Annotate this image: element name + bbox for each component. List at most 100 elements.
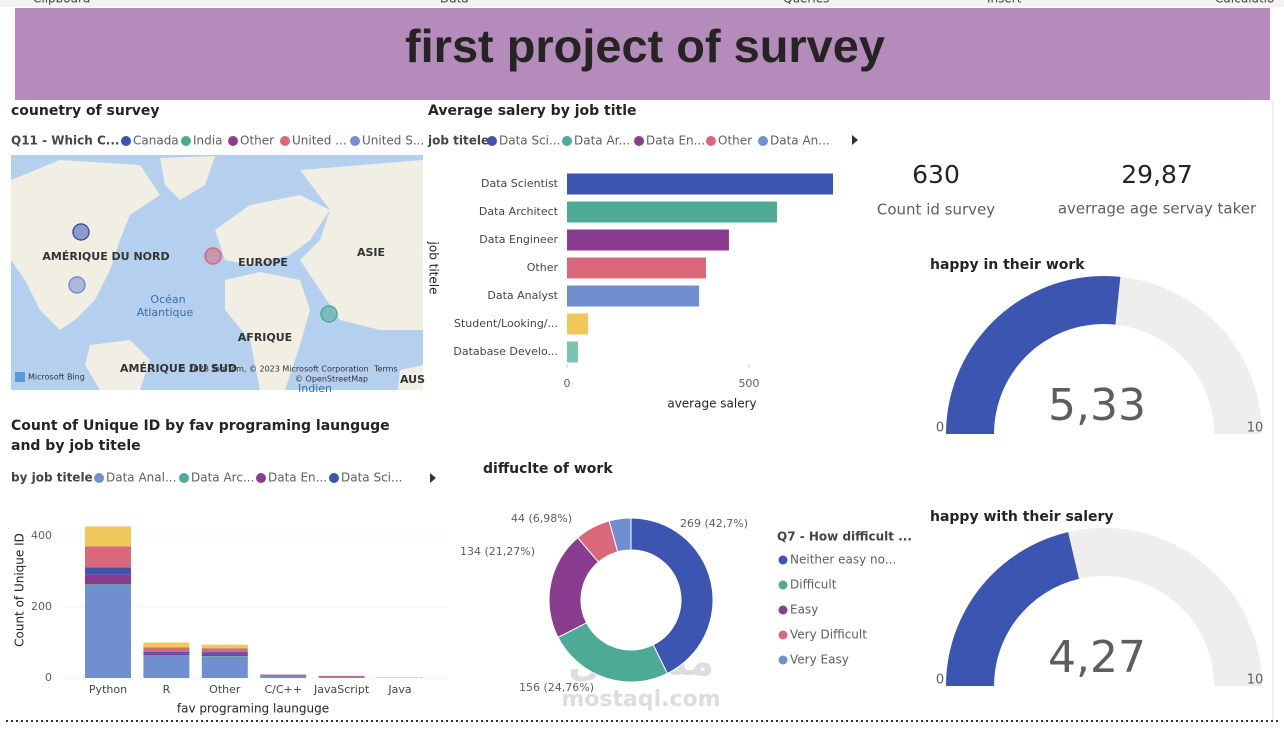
- map-land: [225, 272, 310, 390]
- bar-segment: [201, 653, 248, 656]
- chart-title: counetry of survey: [11, 103, 159, 119]
- bar: [567, 341, 578, 363]
- map-label: Atlantique: [137, 306, 194, 319]
- bar-segment: [85, 574, 131, 585]
- ribbon-label: Calculatio: [1215, 0, 1274, 6]
- map-land: [215, 195, 330, 265]
- map-bubble: [204, 247, 222, 265]
- legend-marker: [94, 473, 104, 483]
- legend-marker: [228, 136, 238, 146]
- bar: [567, 313, 589, 335]
- legend-marker: [778, 605, 788, 615]
- x-tick-label: JavaScript: [313, 683, 370, 696]
- y-tick-label: 0: [45, 671, 52, 684]
- legend-marker: [778, 580, 788, 590]
- map-backdrop: [11, 155, 423, 390]
- map-land: [85, 340, 150, 390]
- legend-title: by job titele: [11, 471, 93, 485]
- x-tick-label: Other: [209, 683, 241, 696]
- legend-marker: [179, 473, 189, 483]
- legend-label: Easy: [790, 603, 818, 617]
- bar-segment: [318, 677, 365, 678]
- card-label: averrage age servay taker: [1058, 200, 1257, 218]
- legend-label: Other: [718, 134, 752, 148]
- map-land: [11, 160, 160, 330]
- bar-segment: [143, 653, 190, 656]
- gauge-fill: [946, 275, 1121, 434]
- gauge-max: 10: [1247, 673, 1264, 688]
- legend-marker: [487, 136, 497, 146]
- data-label: 156 (24,76%): [519, 681, 594, 694]
- legend-marker: [778, 655, 788, 665]
- legend-marker: [350, 136, 360, 146]
- legend-scroll: [852, 135, 858, 145]
- legend-label: Very Easy: [790, 653, 849, 667]
- legend-marker: [256, 473, 266, 483]
- legend-label: Data Ar...: [574, 134, 630, 148]
- y-axis-label: job titele: [427, 241, 441, 295]
- data-label: 269 (42,7%): [680, 517, 748, 530]
- chart-title: Count of Unique ID by fav programing lau…: [11, 418, 390, 454]
- legend-label: Data Sci...: [341, 471, 402, 485]
- card-value: 630: [912, 160, 960, 189]
- bar-segment: [260, 675, 307, 678]
- legend-label: Data En...: [646, 134, 705, 148]
- x-tick-label: 0: [564, 377, 571, 390]
- map-attribution: © 2023 TomTom, © 2023 Microsoft Corporat…: [178, 365, 369, 374]
- legend-label: Data Sci...: [499, 134, 560, 148]
- y-tick-label: Database Develo...: [453, 345, 558, 358]
- bing-logo: [15, 372, 25, 382]
- legend-marker: [181, 136, 191, 146]
- legend-title: Q11 - Which C...: [11, 134, 119, 148]
- legend-label: Data Arc...: [191, 471, 254, 485]
- ribbon-label: Queries: [783, 0, 829, 6]
- gauge-min: 0: [936, 673, 944, 688]
- map-label: AMÉRIQUE DU NORD: [42, 250, 169, 263]
- map-label: ASIE: [357, 246, 385, 259]
- map-bubble: [68, 276, 86, 294]
- legend-label: Other: [240, 134, 274, 148]
- header-bar: [15, 8, 1270, 100]
- card-label: Count id survey: [877, 201, 995, 219]
- map-label: Indien: [298, 382, 332, 395]
- x-tick-label: C/C++: [264, 683, 302, 696]
- x-axis-label: average salery: [667, 397, 756, 411]
- donut-slice: [608, 517, 632, 553]
- legend-marker: [778, 630, 788, 640]
- legend-label: United ...: [292, 134, 347, 148]
- bar-segment: [143, 647, 190, 652]
- legend-label: India: [193, 134, 222, 148]
- map-land: [160, 156, 215, 200]
- ribbon-label: Insert: [987, 0, 1022, 6]
- bar: [567, 173, 833, 195]
- bar: [567, 229, 729, 251]
- y-tick-label: Data Analyst: [487, 289, 558, 302]
- watermark: mostaql.com: [561, 687, 720, 712]
- y-tick-label: Data Architect: [479, 205, 559, 218]
- bar-segment: [201, 644, 248, 649]
- chart-title: happy in their work: [930, 257, 1085, 273]
- gauge-max: 10: [1247, 421, 1264, 436]
- y-tick-label: 200: [31, 600, 52, 613]
- map-attribution: © OpenStreetMap: [295, 375, 368, 384]
- bar-segment: [143, 655, 190, 656]
- y-axis-label: Count of Unique ID: [13, 533, 27, 647]
- bar: [567, 257, 707, 279]
- data-label: 134 (21,27%): [460, 545, 535, 558]
- legend-label: Neither easy no...: [790, 553, 896, 567]
- bar-segment: [143, 642, 190, 648]
- chart-title: Average salery by job title: [428, 103, 637, 119]
- map-attribution: Terms: [373, 365, 398, 374]
- bar-segment: [318, 675, 365, 677]
- donut-slice: [630, 517, 714, 675]
- map-label: AUS: [400, 373, 425, 386]
- legend-label: Data Anal...: [106, 471, 176, 485]
- legend-label: Difficult: [790, 578, 837, 592]
- bar-segment: [85, 584, 131, 587]
- map-land: [300, 160, 423, 330]
- bar-segment: [85, 567, 131, 575]
- x-tick-label: Python: [89, 683, 127, 696]
- map-bubble: [320, 305, 338, 323]
